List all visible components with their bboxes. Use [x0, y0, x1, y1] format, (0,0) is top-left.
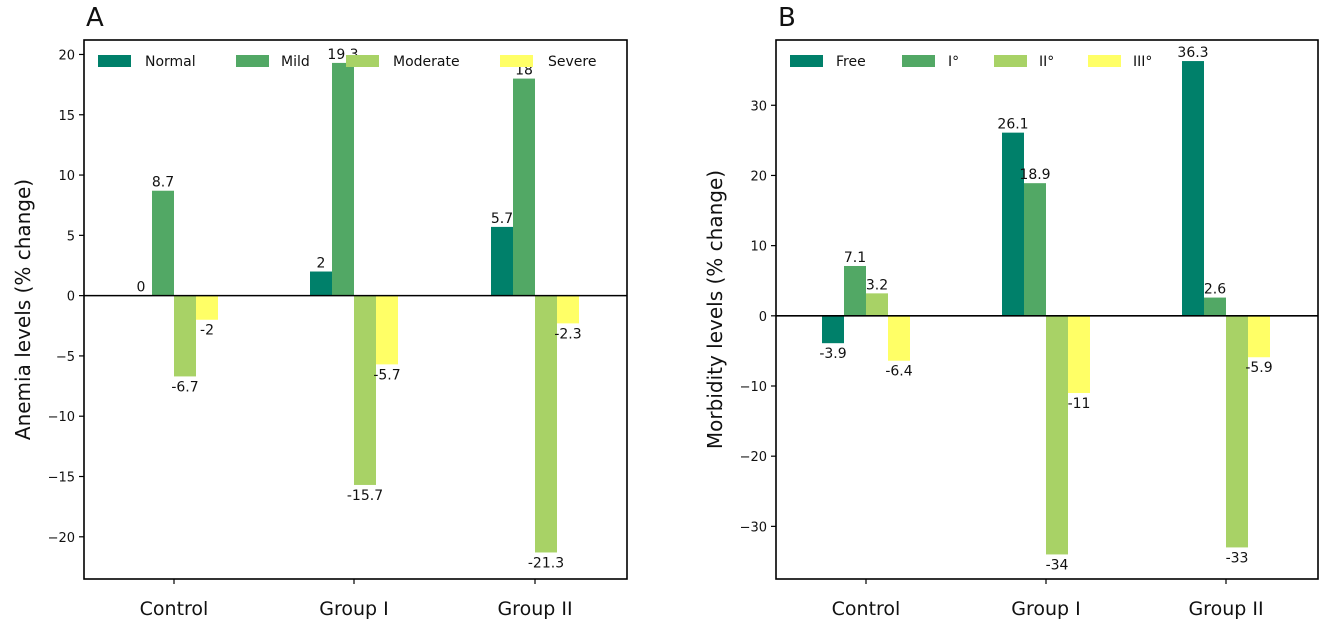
y-tick-label: 5	[67, 229, 75, 244]
data-label: 2	[317, 256, 326, 272]
y-tick-label: 15	[58, 109, 75, 124]
data-label: -3.9	[819, 346, 846, 362]
bar	[354, 295, 376, 485]
y-tick-label: −20	[48, 531, 75, 546]
bar	[822, 315, 844, 344]
legend-swatch	[346, 55, 379, 67]
y-tick-label: 20	[58, 48, 75, 63]
legend-swatch	[902, 55, 935, 67]
bar	[152, 190, 174, 296]
y-tick-label: 10	[750, 240, 767, 255]
data-label: 2.6	[1204, 282, 1226, 298]
data-label: 3.2	[866, 277, 888, 293]
data-label: 7.1	[844, 250, 866, 266]
data-label: -2.3	[554, 326, 581, 342]
y-tick-label: −15	[48, 471, 75, 486]
bar	[1068, 315, 1090, 394]
bar	[332, 62, 354, 296]
plot-frame	[775, 39, 1319, 580]
data-label: 26.1	[997, 117, 1028, 133]
bar	[1046, 315, 1068, 555]
data-label: -33	[1226, 550, 1249, 566]
data-label: -5.9	[1245, 360, 1272, 376]
panel-letter: B	[778, 3, 796, 33]
chart-panel-a: A025.78.719.318-6.7-15.7-21.3-2-5.7-2.32…	[11, 3, 628, 620]
legend-label: Severe	[548, 54, 596, 70]
data-label: 36.3	[1177, 45, 1208, 61]
y-tick-label: 20	[750, 169, 767, 184]
bar	[1002, 132, 1024, 316]
legend-swatch	[994, 55, 1027, 67]
y-tick-label: 0	[67, 290, 75, 305]
data-label: -34	[1046, 557, 1069, 573]
y-tick-label: −30	[740, 520, 767, 535]
bar	[866, 293, 888, 316]
x-category-label: Group I	[1011, 598, 1081, 620]
bar	[1182, 61, 1204, 316]
legend-swatch	[236, 55, 269, 67]
bar	[888, 315, 910, 361]
bar	[1204, 297, 1226, 316]
legend-swatch	[1088, 55, 1121, 67]
y-axis-title: Anemia levels (% change)	[11, 179, 35, 440]
data-label: -21.3	[528, 555, 564, 571]
bar	[491, 226, 513, 296]
y-tick-label: −10	[48, 410, 75, 425]
legend-swatch	[500, 55, 533, 67]
plot-frame	[83, 39, 628, 580]
legend-label: Free	[836, 54, 866, 70]
data-label: 18.9	[1019, 167, 1050, 183]
bar	[513, 78, 535, 296]
x-category-label: Group II	[1188, 598, 1263, 620]
x-category-label: Group I	[319, 598, 389, 620]
y-tick-label: 30	[750, 99, 767, 114]
data-label: -6.7	[171, 379, 198, 395]
y-tick-label: −10	[740, 380, 767, 395]
bar	[1024, 183, 1046, 316]
bar	[557, 295, 579, 324]
legend-label: Normal	[145, 54, 196, 70]
legend-label: Moderate	[393, 54, 460, 70]
bar	[1248, 315, 1270, 358]
legend-label: Mild	[281, 54, 310, 70]
data-label: 5.7	[491, 211, 513, 227]
x-category-label: Control	[140, 598, 209, 620]
data-label: -11	[1068, 396, 1091, 412]
bar	[844, 265, 866, 316]
bar	[310, 271, 332, 296]
panel-letter: A	[86, 3, 104, 33]
x-category-label: Control	[832, 598, 901, 620]
y-axis-title: Morbidity levels (% change)	[703, 170, 727, 449]
y-tick-label: 10	[58, 169, 75, 184]
bar	[535, 295, 557, 553]
x-category-label: Group II	[497, 598, 572, 620]
data-label: -15.7	[347, 488, 383, 504]
bar	[376, 295, 398, 365]
legend-label: III°	[1133, 54, 1152, 70]
legend-label: II°	[1039, 54, 1054, 70]
data-label: 8.7	[152, 175, 174, 191]
chart-panel-b: B -3.9 26.1 36.3 7.1 18.9 2.6 3.2 -34 -33 -6.4 -11 -…	[703, 3, 1319, 620]
bar	[174, 295, 196, 377]
data-label: -5.7	[373, 367, 400, 383]
data-label: 0	[137, 280, 146, 296]
legend-swatch	[98, 55, 131, 67]
y-tick-label: 0	[759, 310, 767, 325]
y-tick-label: −20	[740, 450, 767, 465]
legend-swatch	[790, 55, 823, 67]
bar	[1226, 315, 1248, 548]
legend-label: I°	[948, 54, 959, 70]
data-label: -6.4	[885, 364, 912, 380]
data-label: -2	[200, 323, 214, 339]
y-tick-label: −5	[56, 350, 75, 365]
bar	[196, 295, 218, 320]
